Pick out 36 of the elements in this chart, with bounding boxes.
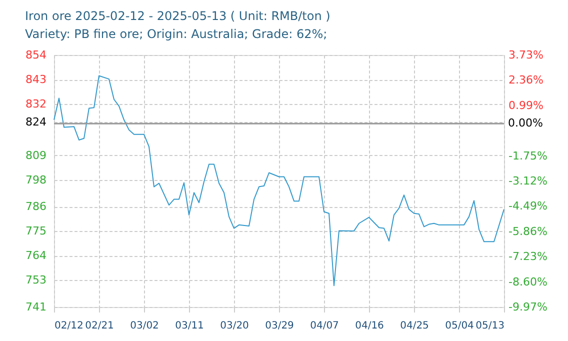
x-tick-label: 02/21	[85, 320, 114, 332]
y-tick-label: 786	[26, 200, 46, 214]
x-tick-label: 03/29	[265, 320, 294, 332]
y2-tick-label: -9.97%	[508, 300, 548, 314]
y-tick-label: 764	[26, 249, 46, 262]
y2-tick-label: 3.73%	[508, 48, 544, 62]
y-tick-label: 809	[26, 148, 46, 162]
y2-tick-label: -8.60%	[508, 275, 548, 288]
x-tick-label: 04/25	[400, 320, 429, 332]
x-tick-label: 03/20	[220, 320, 249, 332]
y-tick-label: 753	[26, 274, 46, 287]
y2-tick-label: -5.86%	[508, 224, 548, 238]
chart-subtitle: Variety: PB fine ore; Origin: Australia; Grade: 62%;	[25, 27, 328, 41]
line-series	[54, 75, 504, 286]
x-tick-label: 04/16	[355, 320, 384, 332]
x-tick-label: 03/02	[130, 320, 159, 332]
ref-line-label: 0.00%	[508, 116, 543, 130]
y-tick-label: 775	[26, 224, 46, 238]
y2-tick-label: 2.36%	[508, 74, 544, 87]
y2-tick-label: -4.49%	[508, 200, 548, 213]
y2-tick-label: -7.23%	[508, 250, 548, 264]
y2-tick-label: -1.75%	[508, 149, 548, 162]
y-tick-label: 824	[26, 115, 46, 128]
y2-tick-label: 0.99%	[508, 98, 544, 112]
x-tick-label: 05/04	[445, 320, 474, 332]
y2-tick-label: -3.12%	[508, 174, 548, 188]
x-tick-label: 05/13	[476, 320, 504, 332]
chart-title: Iron ore 2025-02-12 - 2025-05-13 ( Unit: RMB/ton )	[25, 9, 330, 23]
y-tick-label: 843	[26, 73, 46, 86]
x-tick-label: 03/11	[175, 320, 204, 332]
y-tick-label: 832	[26, 98, 46, 111]
y-tick-label: 741	[26, 300, 46, 314]
x-tick-label: 02/12	[54, 320, 84, 332]
y-tick-label: 854	[26, 48, 46, 62]
x-tick-label: 04/07	[310, 320, 339, 332]
y-tick-label: 798	[26, 173, 46, 186]
